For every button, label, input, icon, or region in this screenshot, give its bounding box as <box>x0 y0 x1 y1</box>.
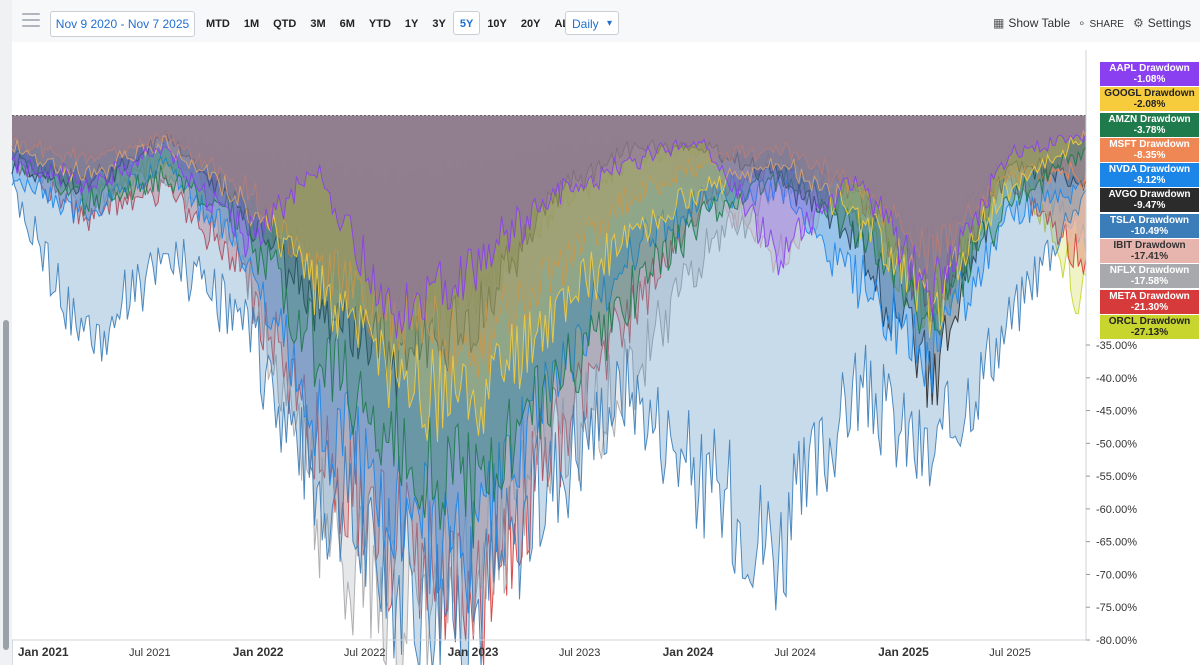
legend-series-value: -10.49% <box>1130 225 1169 237</box>
y-tick-label: -70.00% <box>1096 569 1137 581</box>
legend-series-value: -1.08% <box>1133 74 1166 85</box>
period-button-5y[interactable]: 5Y <box>452 11 481 35</box>
legend-series-value: -17.41% <box>1130 251 1169 263</box>
period-button-3y[interactable]: 3Y <box>432 18 446 30</box>
legend-series-name: MSFT Drawdown <box>1109 138 1190 150</box>
gear-icon: ⚙ <box>1133 16 1144 30</box>
settings-label: Settings <box>1147 16 1192 30</box>
legend-series-name: IBIT Drawdown <box>1113 240 1186 252</box>
show-table-label: Show Table <box>1008 16 1071 30</box>
legend-series-value: -9.12% <box>1133 175 1166 187</box>
legend-series-value: -8.35% <box>1133 149 1166 161</box>
settings-button[interactable]: ⚙ Settings <box>1133 11 1191 35</box>
line-nvda <box>11 154 1087 614</box>
x-tick-label: Jan 2024 <box>663 645 714 659</box>
period-button-1y[interactable]: 1Y <box>404 18 419 30</box>
legend-item-avgo[interactable]: AVGO Drawdown -9.47% <box>1100 188 1199 213</box>
legend-series-name: META Drawdown <box>1109 290 1190 302</box>
area-aapl <box>12 115 1086 339</box>
frequency-select[interactable]: Daily ▾ <box>565 11 619 35</box>
period-button-3m[interactable]: 3M <box>310 18 326 30</box>
area-nvda <box>12 115 1086 614</box>
area-msft <box>12 115 1086 377</box>
x-tick-label: Jul 2023 <box>559 647 601 659</box>
y-tick-label: -80.00% <box>1096 635 1137 647</box>
legend-item-tsla[interactable]: TSLA Drawdown -10.49% <box>1100 213 1199 238</box>
line-googl <box>11 129 1087 443</box>
legend-series-name: NVDA Drawdown <box>1108 164 1191 176</box>
legend-item-orcl[interactable]: ORCL Drawdown -27.13% <box>1100 314 1199 339</box>
legend-series-value: -3.78% <box>1133 124 1166 136</box>
y-tick-label: -75.00% <box>1096 602 1137 614</box>
line-tsla <box>11 172 1087 665</box>
legend-item-amzn[interactable]: AMZN Drawdown -3.78% <box>1100 112 1199 137</box>
legend-series-value: -17.58% <box>1130 276 1169 288</box>
period-button-6m[interactable]: 6M <box>339 18 355 30</box>
y-tick-label: -40.00% <box>1096 373 1137 385</box>
share-button[interactable]: ∘ SHARE <box>1078 11 1124 35</box>
period-button-1m[interactable]: 1M <box>243 18 260 30</box>
y-tick-label: -50.00% <box>1096 438 1137 450</box>
area-ibit <box>12 115 1086 277</box>
legend-series-name: TSLA Drawdown <box>1109 214 1190 226</box>
legend-item-nvda[interactable]: NVDA Drawdown -9.12% <box>1100 163 1199 188</box>
period-button-20y[interactable]: 20Y <box>520 18 541 30</box>
legend-series-name: AMZN Drawdown <box>1108 113 1191 125</box>
legend-series-value: -2.08% <box>1133 99 1166 111</box>
area-googl <box>12 115 1086 443</box>
period-selector: MTD1MQTD3M6MYTD1Y3Y5Y10Y20YALL <box>199 11 583 35</box>
legend-item-msft[interactable]: MSFT Drawdown -8.35% <box>1100 137 1199 162</box>
legend-item-aapl[interactable]: AAPL Drawdown -1.08% <box>1100 62 1199 86</box>
share-icon: ∘ <box>1078 16 1086 30</box>
legend-series-name: ORCL Drawdown <box>1108 315 1191 327</box>
legend-series-name: AVGO Drawdown <box>1108 189 1191 201</box>
area-orcl <box>12 115 1086 350</box>
share-label: SHARE <box>1089 19 1124 30</box>
chart-toolbar: Nov 9 2020 - Nov 7 2025 MTD 1M QTD 3M 6M YTD 1… <box>12 0 1200 43</box>
y-tick-label: -35.00% <box>1096 340 1137 352</box>
x-tick-label: Jul 2025 <box>989 647 1031 659</box>
y-tick-label: -65.00% <box>1096 537 1137 549</box>
area-avgo <box>12 115 1086 408</box>
legend-series-value: -9.47% <box>1133 200 1166 212</box>
x-tick-label: Jul 2024 <box>774 647 816 659</box>
y-tick-label: -45.00% <box>1096 406 1137 418</box>
period-button-ytd[interactable]: YTD <box>368 18 391 30</box>
x-tick-label: Jul 2021 <box>129 647 171 659</box>
legend-series-value: -21.30% <box>1130 301 1169 313</box>
legend-series-name: GOOGL Drawdown <box>1104 88 1195 100</box>
y-tick-label: -60.00% <box>1096 504 1137 516</box>
line-aapl <box>11 133 1087 339</box>
date-range-button[interactable]: Nov 9 2020 - Nov 7 2025 <box>50 11 195 37</box>
table-icon: ▦ <box>993 16 1005 30</box>
legend-item-googl[interactable]: GOOGL Drawdown -2.08% <box>1100 87 1199 112</box>
x-tick-label: Jan 2025 <box>878 645 929 659</box>
y-tick-label: -55.00% <box>1096 471 1137 483</box>
period-button-mtd[interactable]: MTD <box>206 18 230 30</box>
legend-item-ibit[interactable]: IBIT Drawdown -17.41% <box>1100 239 1199 264</box>
legend-series-name: NFLX Drawdown <box>1109 265 1190 277</box>
menu-icon[interactable] <box>22 13 40 29</box>
scrollbar-thumb[interactable] <box>3 320 9 650</box>
chevron-down-icon: ▾ <box>606 18 612 29</box>
x-tick-label: Jul 2022 <box>344 647 386 659</box>
series-legend: AAPL Drawdown -1.08% GOOGL Drawdown -2.08% A… <box>1100 62 1199 340</box>
x-tick-label: Jan 2021 <box>18 645 69 659</box>
frequency-label: Daily <box>572 17 599 31</box>
line-msft <box>11 131 1087 379</box>
legend-item-nflx[interactable]: NFLX Drawdown -17.58% <box>1100 264 1199 289</box>
x-tick-label: Jan 2022 <box>233 645 284 659</box>
legend-series-value: -27.13% <box>1130 326 1169 338</box>
legend-series-name: AAPL Drawdown <box>1109 63 1190 74</box>
period-button-10y[interactable]: 10Y <box>487 18 507 30</box>
legend-item-meta[interactable]: META Drawdown -21.30% <box>1100 289 1199 314</box>
x-tick-label: Jan 2023 <box>448 645 499 659</box>
show-table-button[interactable]: ▦ Show Table <box>993 11 1070 35</box>
period-button-qtd[interactable]: QTD <box>273 18 297 30</box>
